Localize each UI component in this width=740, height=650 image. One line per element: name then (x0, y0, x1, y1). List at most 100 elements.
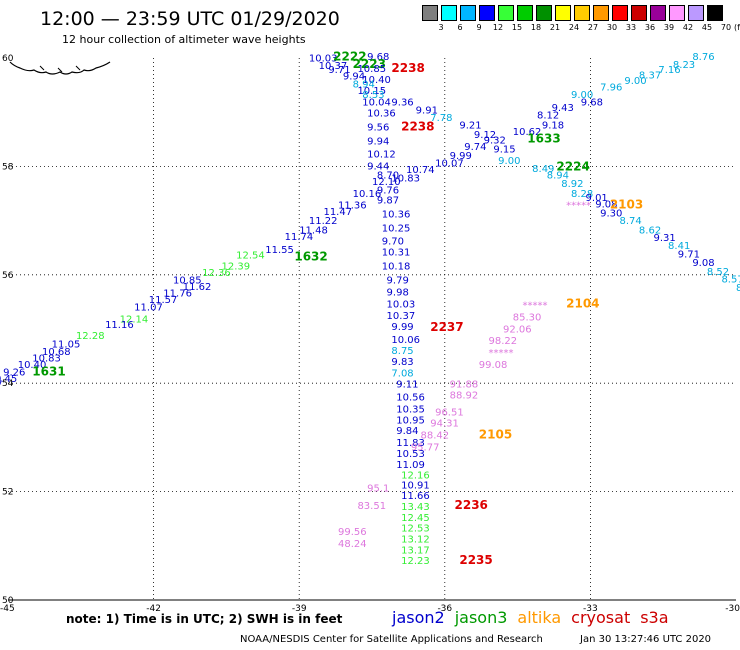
wave-height-label: 9.76 (377, 186, 399, 197)
lon-tick-label: -30 (725, 604, 740, 614)
wave-height-label: 10.31 (382, 247, 411, 258)
wave-height-label: 98.22 (488, 336, 517, 347)
wave-height-label: 9.36 (391, 98, 413, 109)
wave-height-label: 9.56 (367, 123, 389, 134)
color-swatch (688, 5, 704, 21)
wave-height-label: 9.00 (624, 76, 646, 87)
color-scale-label: 9 (476, 23, 482, 32)
wave-height-label: 8.28 (571, 189, 593, 200)
lon-tick-label: -36 (437, 604, 452, 614)
wave-height-label: 11.48 (299, 226, 328, 237)
wave-height-label: 11.16 (105, 320, 134, 331)
color-scale-label: 36 (644, 23, 656, 32)
wave-height-label: 10.15 (357, 86, 386, 97)
wave-height-label: 88.92 (450, 390, 479, 401)
wave-height-label: 12.39 (222, 261, 251, 272)
lat-tick-label: 58 (2, 162, 14, 172)
color-swatch (555, 5, 571, 21)
wave-height-label: 8.75 (391, 346, 413, 357)
wave-height-label: 83.51 (357, 501, 386, 512)
pass-time-label: 2222 (333, 50, 366, 64)
wave-height-label: ***** (566, 201, 591, 212)
pass-time-label: 2224 (556, 160, 589, 174)
wave-height-label: 9.91 (416, 105, 438, 116)
wave-height-label: 8.54 (736, 283, 740, 294)
satellite-legend: jason2 jason3 altika cryosat s3a (392, 608, 679, 627)
wave-height-label: 7.78 (430, 113, 452, 124)
page-subtitle: 12 hour collection of altimeter wave hei… (62, 33, 306, 46)
legend-jason3: jason3 (454, 608, 508, 627)
wave-height-label: 10.53 (396, 449, 425, 460)
color-swatch (479, 5, 495, 21)
wave-height-label: 9.26 (3, 368, 25, 379)
color-scale-label: 24 (568, 23, 580, 32)
wave-height-label: 10.83 (391, 174, 420, 185)
wave-height-label: 13.17 (401, 545, 430, 556)
wave-height-label: 10.95 (396, 415, 425, 426)
wave-height-label: 9.68 (367, 52, 389, 63)
wave-height-label: 9.83 (391, 357, 413, 368)
color-scale-label: 21 (549, 23, 561, 32)
wave-height-label: 8.41 (668, 241, 690, 252)
color-swatch (422, 5, 438, 21)
wave-height-label: 10.74 (406, 165, 435, 176)
wave-height-label: ***** (488, 348, 513, 359)
color-swatch (574, 5, 590, 21)
wave-height-label: 8.74 (620, 216, 642, 227)
wave-height-label: 10.37 (0, 380, 3, 391)
color-swatch (650, 5, 666, 21)
wave-height-label: 10.85 (357, 64, 386, 75)
wave-height-label: 11.55 (265, 245, 294, 256)
pass-time-label: 2103 (610, 198, 643, 212)
wave-height-label: 9.74 (464, 142, 486, 153)
wave-height-label: 10.35 (396, 404, 425, 415)
pass-time-label: 2223 (353, 57, 386, 71)
color-scale-label: 18 (530, 23, 542, 32)
wave-height-label: 8.23 (673, 60, 695, 71)
wave-height-label: 9.43 (552, 103, 574, 114)
wave-height-label: 10.85 (173, 275, 202, 286)
wave-height-label: 11.66 (401, 491, 430, 502)
wave-height-label: 8.57 (721, 274, 740, 285)
wave-height-label: 9.71 (678, 249, 700, 260)
wave-height-label: 10.12 (367, 150, 396, 161)
legend-jason2: jason2 (392, 608, 445, 627)
color-scale-label: 39 (663, 23, 675, 32)
lon-tick-label: -39 (292, 604, 307, 614)
timestamp-text: Jan 30 13:27:46 UTC 2020 (580, 634, 712, 645)
wave-height-label: 10.16 (353, 189, 382, 200)
color-swatch (498, 5, 514, 21)
lon-tick-label: -42 (146, 604, 161, 614)
lat-tick-label: 54 (2, 379, 14, 389)
wave-height-label: 9.11 (396, 380, 418, 391)
color-swatch (593, 5, 609, 21)
wave-height-label: 10.18 (382, 261, 411, 272)
wave-height-label: 8.37 (639, 71, 661, 82)
wave-height-label: 9.99 (450, 151, 472, 162)
wave-height-label: 12.28 (76, 331, 105, 342)
pass-time-label: 2235 (459, 553, 492, 567)
wave-height-label: 10.91 (401, 480, 430, 491)
pass-time-label: 2105 (479, 427, 512, 441)
lat-tick-label: 60 (2, 54, 14, 64)
wave-height-label: 10.03 (387, 299, 416, 310)
wave-height-label: 95.77 (411, 442, 440, 453)
wave-height-label: 9.71 (328, 65, 350, 76)
wave-height-label: 10.36 (382, 209, 411, 220)
wave-height-label: 99.08 (479, 360, 508, 371)
wave-height-label: 11.83 (396, 438, 425, 449)
wave-height-label: 11.07 (134, 303, 163, 314)
wave-height-label: 8.49 (532, 164, 554, 175)
wave-height-label: 8.76 (692, 52, 714, 63)
wave-height-label: 11.74 (285, 232, 314, 243)
wave-height-label: 12.53 (401, 524, 430, 535)
wave-height-label: 10.36 (367, 109, 396, 120)
wave-height-label: 9.98 (387, 287, 409, 298)
wave-height-label: 9.87 (377, 195, 399, 206)
wave-height-label: 10.37 (387, 311, 416, 322)
lat-tick-label: 56 (2, 271, 14, 281)
wave-height-label: 8.52 (707, 267, 729, 278)
wave-height-label: 8.94 (547, 170, 569, 181)
wave-height-label: 88.42 (421, 430, 450, 441)
wave-height-label: 7.16 (658, 65, 680, 76)
